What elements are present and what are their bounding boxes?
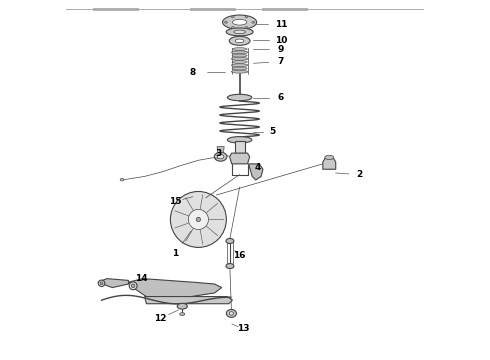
- Ellipse shape: [222, 15, 257, 30]
- Text: 7: 7: [278, 57, 284, 66]
- Text: 4: 4: [254, 163, 261, 172]
- Ellipse shape: [129, 282, 137, 290]
- Text: 5: 5: [269, 127, 275, 136]
- Circle shape: [171, 192, 226, 247]
- Ellipse shape: [120, 179, 124, 181]
- Ellipse shape: [231, 51, 248, 54]
- Ellipse shape: [226, 310, 236, 318]
- Ellipse shape: [231, 64, 248, 67]
- Polygon shape: [98, 279, 128, 288]
- Ellipse shape: [180, 313, 185, 316]
- Ellipse shape: [245, 16, 248, 18]
- Text: 3: 3: [215, 149, 221, 158]
- Ellipse shape: [214, 152, 227, 161]
- Ellipse shape: [131, 284, 135, 288]
- Ellipse shape: [232, 67, 247, 70]
- Text: 8: 8: [190, 68, 196, 77]
- Ellipse shape: [252, 21, 255, 23]
- Polygon shape: [128, 279, 221, 298]
- Polygon shape: [145, 297, 232, 304]
- Ellipse shape: [177, 303, 187, 309]
- Ellipse shape: [231, 70, 248, 73]
- Text: 15: 15: [169, 197, 181, 206]
- Polygon shape: [230, 153, 250, 164]
- Ellipse shape: [226, 264, 234, 269]
- Polygon shape: [217, 147, 224, 152]
- Polygon shape: [248, 164, 263, 180]
- Text: 1: 1: [172, 249, 178, 258]
- Ellipse shape: [196, 217, 200, 222]
- Ellipse shape: [229, 312, 234, 315]
- Polygon shape: [235, 140, 245, 153]
- Text: 14: 14: [135, 274, 147, 283]
- Ellipse shape: [98, 280, 105, 287]
- Ellipse shape: [325, 155, 334, 159]
- Text: 11: 11: [274, 19, 287, 28]
- Ellipse shape: [245, 26, 248, 28]
- Text: 10: 10: [275, 36, 287, 45]
- Polygon shape: [323, 158, 336, 169]
- Ellipse shape: [232, 54, 247, 57]
- Text: 2: 2: [357, 170, 363, 179]
- Text: 6: 6: [278, 93, 284, 102]
- Ellipse shape: [234, 30, 245, 34]
- Text: 12: 12: [154, 314, 167, 323]
- Circle shape: [188, 210, 208, 229]
- Text: 9: 9: [278, 45, 284, 54]
- Ellipse shape: [227, 94, 252, 101]
- Ellipse shape: [100, 282, 103, 285]
- Ellipse shape: [232, 48, 247, 50]
- Ellipse shape: [231, 16, 234, 18]
- Ellipse shape: [235, 39, 244, 42]
- Ellipse shape: [229, 36, 250, 45]
- Text: 13: 13: [237, 324, 249, 333]
- Ellipse shape: [218, 154, 224, 159]
- Ellipse shape: [226, 238, 234, 243]
- Text: 16: 16: [233, 251, 246, 260]
- Ellipse shape: [224, 21, 227, 23]
- Ellipse shape: [226, 28, 253, 36]
- Ellipse shape: [232, 60, 247, 63]
- Ellipse shape: [231, 57, 248, 60]
- Ellipse shape: [232, 19, 247, 25]
- Ellipse shape: [227, 136, 252, 143]
- Ellipse shape: [231, 26, 234, 28]
